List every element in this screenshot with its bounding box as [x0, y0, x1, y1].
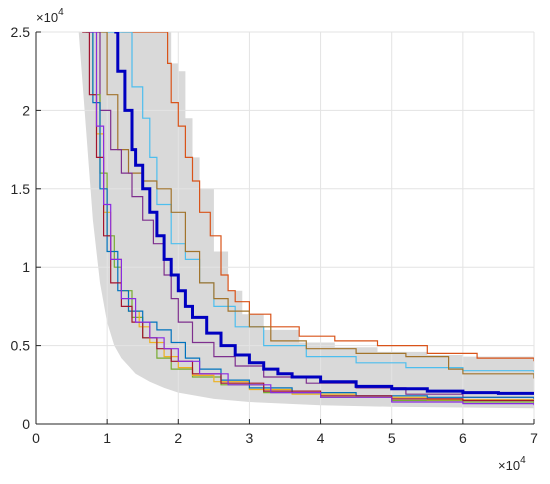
x-tick-label: 6 [459, 430, 467, 446]
x-tick-label: 3 [246, 430, 254, 446]
y-tick-label: 1 [22, 259, 30, 275]
x-tick-label: 1 [103, 430, 111, 446]
tick-labels: 0 1 2 3 4 5 6 7 0 0.5 1 1.5 2 2.5 [11, 24, 539, 446]
series-line-10 [114, 32, 534, 395]
series-line-7 [85, 32, 534, 399]
axes [35, 31, 535, 425]
y-tick-label: 2.5 [11, 24, 31, 40]
series-line-9 [89, 32, 534, 406]
x-tick-label: 4 [317, 430, 325, 446]
x-tick-label: 2 [174, 430, 182, 446]
x-tick-label: 7 [530, 430, 538, 446]
series-lines [82, 32, 534, 406]
x-exponent-label: ×104 [498, 455, 526, 473]
x-tick-label: 5 [388, 430, 396, 446]
x-tick-label: 0 [32, 430, 40, 446]
y-tick-label: 0 [22, 416, 30, 432]
y-tick-label: 1.5 [11, 181, 31, 197]
series-line-1 [121, 32, 534, 362]
y-tick-label: 2 [22, 102, 30, 118]
y-tick-label: 0.5 [11, 338, 31, 354]
y-exponent-label: ×104 [36, 7, 64, 25]
